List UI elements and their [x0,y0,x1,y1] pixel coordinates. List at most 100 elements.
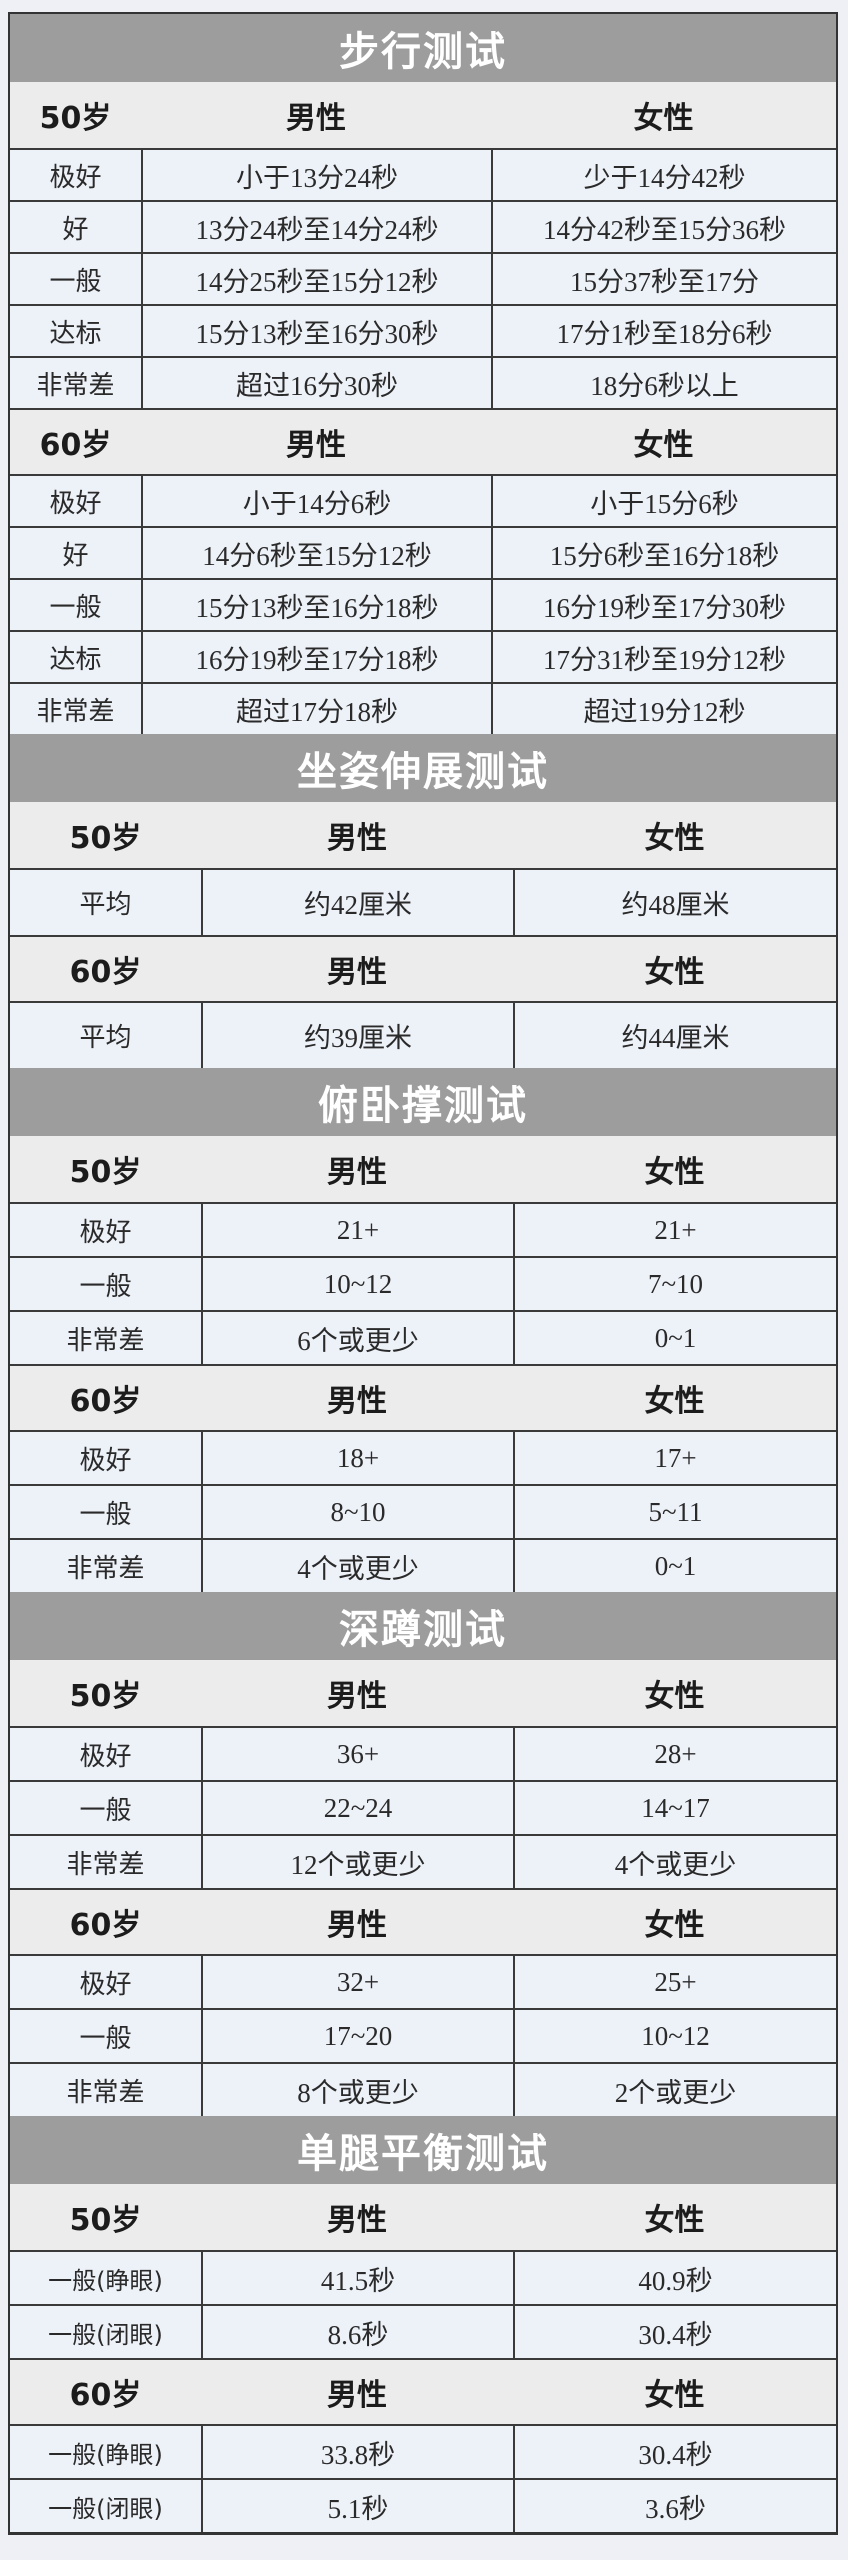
rating-label: 一般(睁眼) [48,2440,163,2469]
male-value: 14分6秒至15分12秒 [141,528,491,578]
age-group-header: 50岁 男性 女性 [10,1660,836,1726]
rating-label: 极好 [79,1741,132,1772]
female-value: 4个或更少 [513,1836,836,1888]
male-value: 17~20 [201,2010,513,2062]
section-title: 单腿平衡测试 [10,2116,836,2184]
rating-label: 好 [62,540,89,571]
male-column-header: 男性 [286,101,346,136]
push-up-test-section: 俯卧撑测试 50岁 男性 女性 极好 21+ 21+ 一般 10~12 7~10 非常差 6个或更少 0… [10,1068,836,1592]
male-value: 4个或更少 [201,1540,513,1592]
male-column-header: 男性 [327,1679,387,1714]
male-value: 约39厘米 [201,1003,513,1068]
table-row: 非常差 12个或更少 4个或更少 [10,1834,836,1888]
age-group-header: 60岁 男性 女性 [10,935,836,1001]
male-column-header: 男性 [327,1908,387,1943]
male-value: 超过17分18秒 [141,684,491,734]
male-value: 14分25秒至15分12秒 [141,254,491,304]
table-row: 一般 17~20 10~12 [10,2008,836,2062]
table-row: 非常差 6个或更少 0~1 [10,1310,836,1364]
age-label: 50岁 [69,2203,142,2238]
rating-label: 非常差 [66,1849,145,1880]
age-label: 60岁 [39,428,112,463]
age-group-header: 50岁 男性 女性 [10,1136,836,1202]
female-value: 17+ [513,1432,836,1484]
male-value: 超过16分30秒 [141,358,491,408]
rating-label: 极好 [49,488,102,519]
male-value: 10~12 [201,1258,513,1310]
walking-test-section: 步行测试 50岁 男性 女性 极好 小于13分24秒 少于14分42秒好 13分24秒至14分… [10,14,836,734]
female-value: 17分31秒至19分12秒 [491,632,836,682]
female-value: 17分1秒至18分6秒 [491,306,836,356]
table-row: 好 13分24秒至14分24秒 14分42秒至15分36秒 [10,200,836,252]
rating-label: 一般(闭眼) [48,2494,163,2523]
female-value: 30.4秒 [513,2426,836,2478]
female-value: 0~1 [513,1312,836,1364]
rating-label: 非常差 [66,1553,145,1584]
male-value: 32+ [201,1956,513,2008]
table-row: 非常差 超过17分18秒 超过19分12秒 [10,682,836,734]
age-label: 60岁 [69,1384,142,1419]
table-row: 极好 小于13分24秒 少于14分42秒 [10,148,836,200]
male-value: 15分13秒至16分30秒 [141,306,491,356]
rating-label: 达标 [49,318,102,349]
male-value: 41.5秒 [201,2252,513,2304]
male-value: 6个或更少 [201,1312,513,1364]
female-value: 15分37秒至17分 [491,254,836,304]
female-value: 21+ [513,1204,836,1256]
female-value: 10~12 [513,2010,836,2062]
rating-label: 一般 [49,266,102,297]
table-row: 非常差 8个或更少 2个或更少 [10,2062,836,2116]
section-title: 俯卧撑测试 [10,1068,836,1136]
male-column-header: 男性 [327,1155,387,1190]
section-title: 步行测试 [10,14,836,82]
table-row: 达标 16分19秒至17分18秒 17分31秒至19分12秒 [10,630,836,682]
female-value: 超过19分12秒 [491,684,836,734]
table-row: 非常差 超过16分30秒 18分6秒以上 [10,356,836,408]
fitness-standards-table: 步行测试 50岁 男性 女性 极好 小于13分24秒 少于14分42秒好 13分24秒至14分… [8,12,838,2535]
female-value: 16分19秒至17分30秒 [491,580,836,630]
male-value: 33.8秒 [201,2426,513,2478]
female-value: 14分42秒至15分36秒 [491,202,836,252]
table-row: 一般(睁眼) 41.5秒 40.9秒 [10,2250,836,2304]
male-value: 小于13分24秒 [141,150,491,200]
age-label: 50岁 [39,101,112,136]
table-row: 一般(闭眼) 8.6秒 30.4秒 [10,2304,836,2358]
female-value: 约44厘米 [513,1003,836,1068]
squat-test-section: 深蹲测试 50岁 男性 女性 极好 36+ 28+ 一般 22~24 14~17 非常差 12个或更少… [10,1592,836,2116]
rating-label: 一般(闭眼) [48,2320,163,2349]
table-row: 平均 约39厘米 约44厘米 [10,1001,836,1068]
table-row: 达标 15分13秒至16分30秒 17分1秒至18分6秒 [10,304,836,356]
rating-label: 一般 [79,2023,132,2054]
male-value: 8个或更少 [201,2064,513,2116]
age-label: 50岁 [69,821,142,856]
rating-label: 非常差 [36,696,115,727]
table-row: 一般 10~12 7~10 [10,1256,836,1310]
female-column-header: 女性 [633,428,694,463]
age-label: 50岁 [69,1155,142,1190]
table-row: 极好 32+ 25+ [10,1954,836,2008]
table-row: 平均 约42厘米 约48厘米 [10,868,836,935]
male-value: 约42厘米 [201,870,513,935]
age-label: 60岁 [69,955,142,990]
female-value: 40.9秒 [513,2252,836,2304]
age-label: 60岁 [69,1908,142,1943]
table-row: 极好 小于14分6秒 小于15分6秒 [10,474,836,526]
rating-label: 极好 [79,1445,132,1476]
male-value: 15分13秒至16分18秒 [141,580,491,630]
age-group-header: 60岁 男性 女性 [10,408,836,474]
rating-label: 一般 [79,1271,132,1302]
female-column-header: 女性 [644,1155,705,1190]
female-column-header: 女性 [644,2203,705,2238]
rating-label: 平均 [79,1023,132,1053]
rating-label: 非常差 [66,1325,145,1356]
female-value: 15分6秒至16分18秒 [491,528,836,578]
male-value: 8~10 [201,1486,513,1538]
female-value: 28+ [513,1728,836,1780]
female-column-header: 女性 [644,821,705,856]
rating-label: 一般(睁眼) [48,2266,163,2295]
female-value: 0~1 [513,1540,836,1592]
rating-label: 一般 [49,592,102,623]
female-column-header: 女性 [633,101,694,136]
female-value: 约48厘米 [513,870,836,935]
male-column-header: 男性 [327,1384,387,1419]
